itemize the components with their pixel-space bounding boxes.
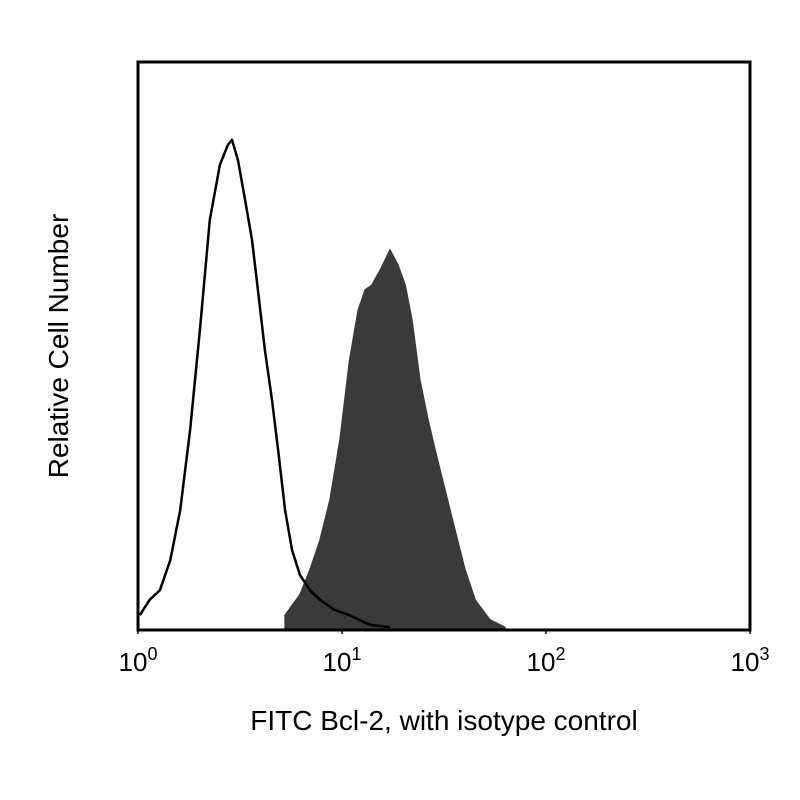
- x-tick-exponent: 3: [759, 644, 769, 664]
- histogram-outline: [138, 138, 391, 629]
- x-tick-base: 10: [119, 647, 148, 677]
- x-tick-base: 10: [731, 647, 760, 677]
- x-tick-label: 101: [323, 644, 362, 677]
- x-tick-exponent: 2: [555, 644, 565, 664]
- x-tick-label: 100: [119, 644, 158, 677]
- x-tick-exponent: 0: [147, 644, 157, 664]
- histogram-area: [284, 248, 506, 631]
- plot-frame: [136, 60, 752, 632]
- x-tick-base: 10: [527, 647, 556, 677]
- x-axis-label: FITC Bcl-2, with isotype control: [250, 705, 637, 736]
- y-axis-label: Relative Cell Number: [43, 214, 74, 479]
- x-tick-label: 102: [527, 644, 566, 677]
- x-tick-base: 10: [323, 647, 352, 677]
- x-tick-exponent: 1: [351, 644, 361, 664]
- x-tick-label: 103: [731, 644, 770, 677]
